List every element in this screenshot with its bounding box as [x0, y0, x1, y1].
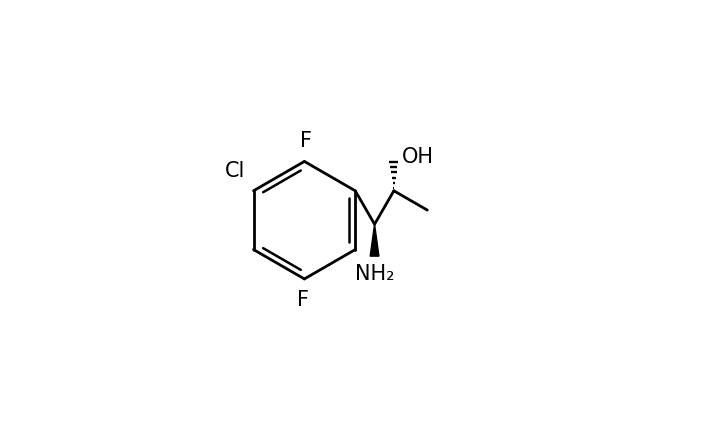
Text: F: F [300, 131, 312, 151]
Text: Cl: Cl [225, 161, 245, 181]
Polygon shape [370, 224, 379, 256]
Text: OH: OH [402, 147, 435, 167]
Text: F: F [297, 290, 309, 310]
Text: NH₂: NH₂ [355, 264, 395, 284]
